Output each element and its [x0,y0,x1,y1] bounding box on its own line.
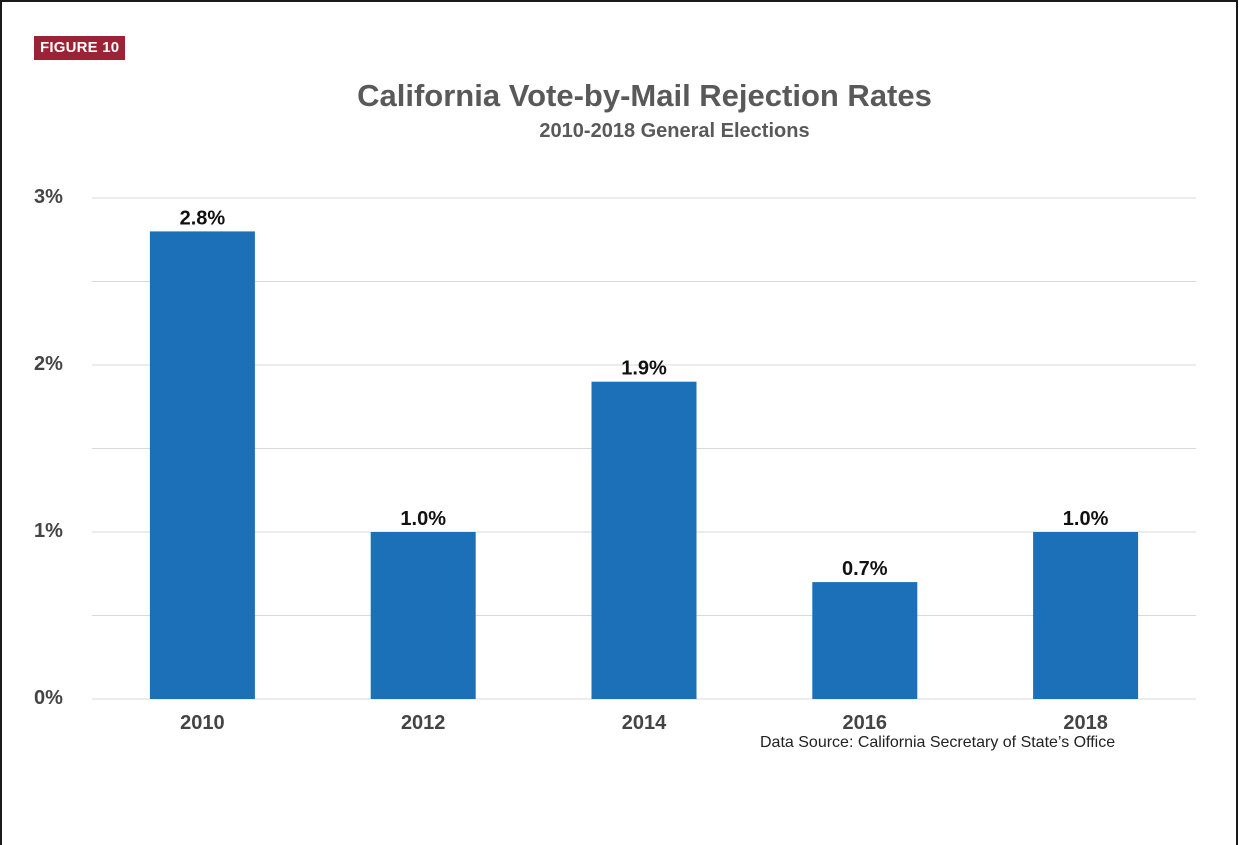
y-axis-ticks: 0% 1% 2% 3% [34,186,63,709]
data-source-note: Data Source: California Secretary of Sta… [760,734,1116,751]
x-tick-label: 2010 [180,712,225,734]
bar [812,582,918,699]
chart-title: California Vote-by-Mail Rejection Rates [357,78,932,113]
figure-label-badge: FIGURE 10 [34,36,126,60]
x-axis-ticks: 2010 2012 2014 2016 2018 [180,712,1108,734]
chart-subtitle: 2010-2018 General Elections [539,120,810,142]
y-tick-label: 2% [34,353,63,375]
y-tick-label: 3% [34,186,63,208]
bar-value-label: 1.0% [1063,508,1109,530]
data-labels: 2.8% 1.0% 1.9% 0.7% 1.0% [180,207,1109,580]
bar [149,231,255,699]
x-tick-label: 2016 [843,712,888,734]
y-tick-label: 1% [34,520,63,542]
x-tick-label: 2014 [622,712,667,734]
bar-value-label: 0.7% [842,558,888,580]
bar [1033,532,1139,699]
bar-value-label: 1.9% [621,358,667,380]
bars [149,231,1139,699]
bar [591,381,697,699]
x-tick-label: 2018 [1063,712,1108,734]
bar-value-label: 2.8% [180,207,226,229]
x-tick-label: 2012 [401,712,446,734]
bar-value-label: 1.0% [400,508,446,530]
bar [370,532,476,699]
y-tick-label: 0% [34,687,63,709]
